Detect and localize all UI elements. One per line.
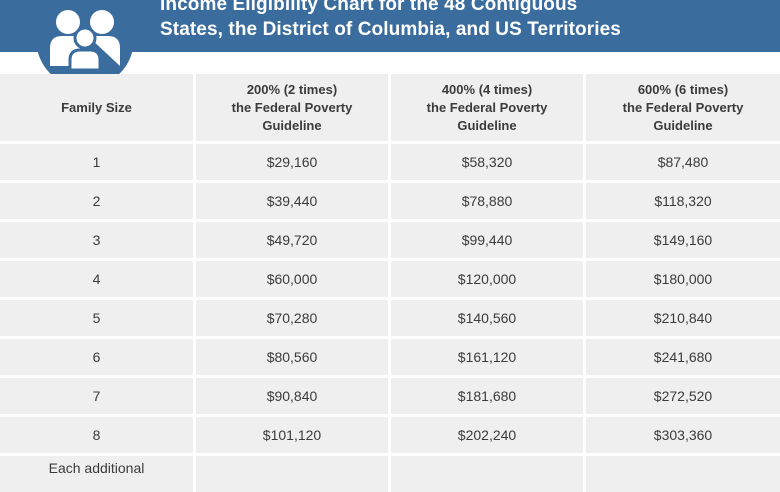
header-600-percent: 600% (6 times) the Federal Poverty Guide… bbox=[586, 74, 780, 141]
income-400-cell: $120,000 bbox=[391, 261, 586, 297]
income-200-cell: $60,000 bbox=[196, 261, 391, 297]
table-row: 6 $80,560 $161,120 $241,680 bbox=[0, 339, 780, 375]
income-600-cell: $272,520 bbox=[586, 378, 780, 414]
income-200-cell: $29,160 bbox=[196, 144, 391, 180]
table-row: 5 $70,280 $140,560 $210,840 bbox=[0, 300, 780, 336]
family-size-cell: 3 bbox=[0, 222, 196, 258]
header-family-size: Family Size bbox=[0, 74, 196, 141]
family-size-cell: 2 bbox=[0, 183, 196, 219]
family-size-cell: 5 bbox=[0, 300, 196, 336]
header-200-percent: 200% (2 times) the Federal Poverty Guide… bbox=[196, 74, 391, 141]
income-400-cell: $140,560 bbox=[391, 300, 586, 336]
income-200-cell: $49,720 bbox=[196, 222, 391, 258]
family-size-cell: 8 bbox=[0, 417, 196, 453]
table-row: 2 $39,440 $78,880 $118,320 bbox=[0, 183, 780, 219]
income-400-cell: $58,320 bbox=[391, 144, 586, 180]
family-size-cell: 1 bbox=[0, 144, 196, 180]
income-200-cell: $70,280 bbox=[196, 300, 391, 336]
income-600-cell: $180,000 bbox=[586, 261, 780, 297]
income-200-cell: $101,120 bbox=[196, 417, 391, 453]
family-size-cell: 6 bbox=[0, 339, 196, 375]
table-row: 8 $101,120 $202,240 $303,360 bbox=[0, 417, 780, 453]
family-size-cell: 4 bbox=[0, 261, 196, 297]
income-600-cell: $210,840 bbox=[586, 300, 780, 336]
family-icon bbox=[50, 10, 120, 72]
table-header-row: Family Size 200% (2 times) the Federal P… bbox=[0, 74, 780, 141]
income-200-cell: $90,840 bbox=[196, 378, 391, 414]
family-size-each-additional: Each additional bbox=[0, 456, 196, 492]
title-line-1: Income Eligibility Chart for the 48 Cont… bbox=[160, 0, 578, 15]
income-400-cell: $181,680 bbox=[391, 378, 586, 414]
income-600-cell: $87,480 bbox=[586, 144, 780, 180]
family-size-cell: 7 bbox=[0, 378, 196, 414]
income-400-cell: $202,240 bbox=[391, 417, 586, 453]
table-row: 7 $90,840 $181,680 $272,520 bbox=[0, 378, 780, 414]
page-title: Income Eligibility Chart for the 48 Cont… bbox=[160, 0, 621, 42]
table-row: 4 $60,000 $120,000 $180,000 bbox=[0, 261, 780, 297]
income-600-cell: $303,360 bbox=[586, 417, 780, 453]
income-600-cell: $118,320 bbox=[586, 183, 780, 219]
income-400-cell-empty bbox=[391, 456, 586, 492]
income-600-cell: $241,680 bbox=[586, 339, 780, 375]
logo bbox=[36, 0, 134, 88]
income-400-cell: $78,880 bbox=[391, 183, 586, 219]
income-200-cell-empty bbox=[196, 456, 391, 492]
income-600-cell-empty bbox=[586, 456, 780, 492]
income-200-cell: $39,440 bbox=[196, 183, 391, 219]
table-row-partial: Each additional bbox=[0, 456, 780, 492]
title-line-2: States, the District of Columbia, and US… bbox=[160, 19, 621, 40]
income-400-cell: $99,440 bbox=[391, 222, 586, 258]
income-400-cell: $161,120 bbox=[391, 339, 586, 375]
income-200-cell: $80,560 bbox=[196, 339, 391, 375]
table-row: 3 $49,720 $99,440 $149,160 bbox=[0, 222, 780, 258]
income-600-cell: $149,160 bbox=[586, 222, 780, 258]
table-row: 1 $29,160 $58,320 $87,480 bbox=[0, 144, 780, 180]
header-400-percent: 400% (4 times) the Federal Poverty Guide… bbox=[391, 74, 586, 141]
